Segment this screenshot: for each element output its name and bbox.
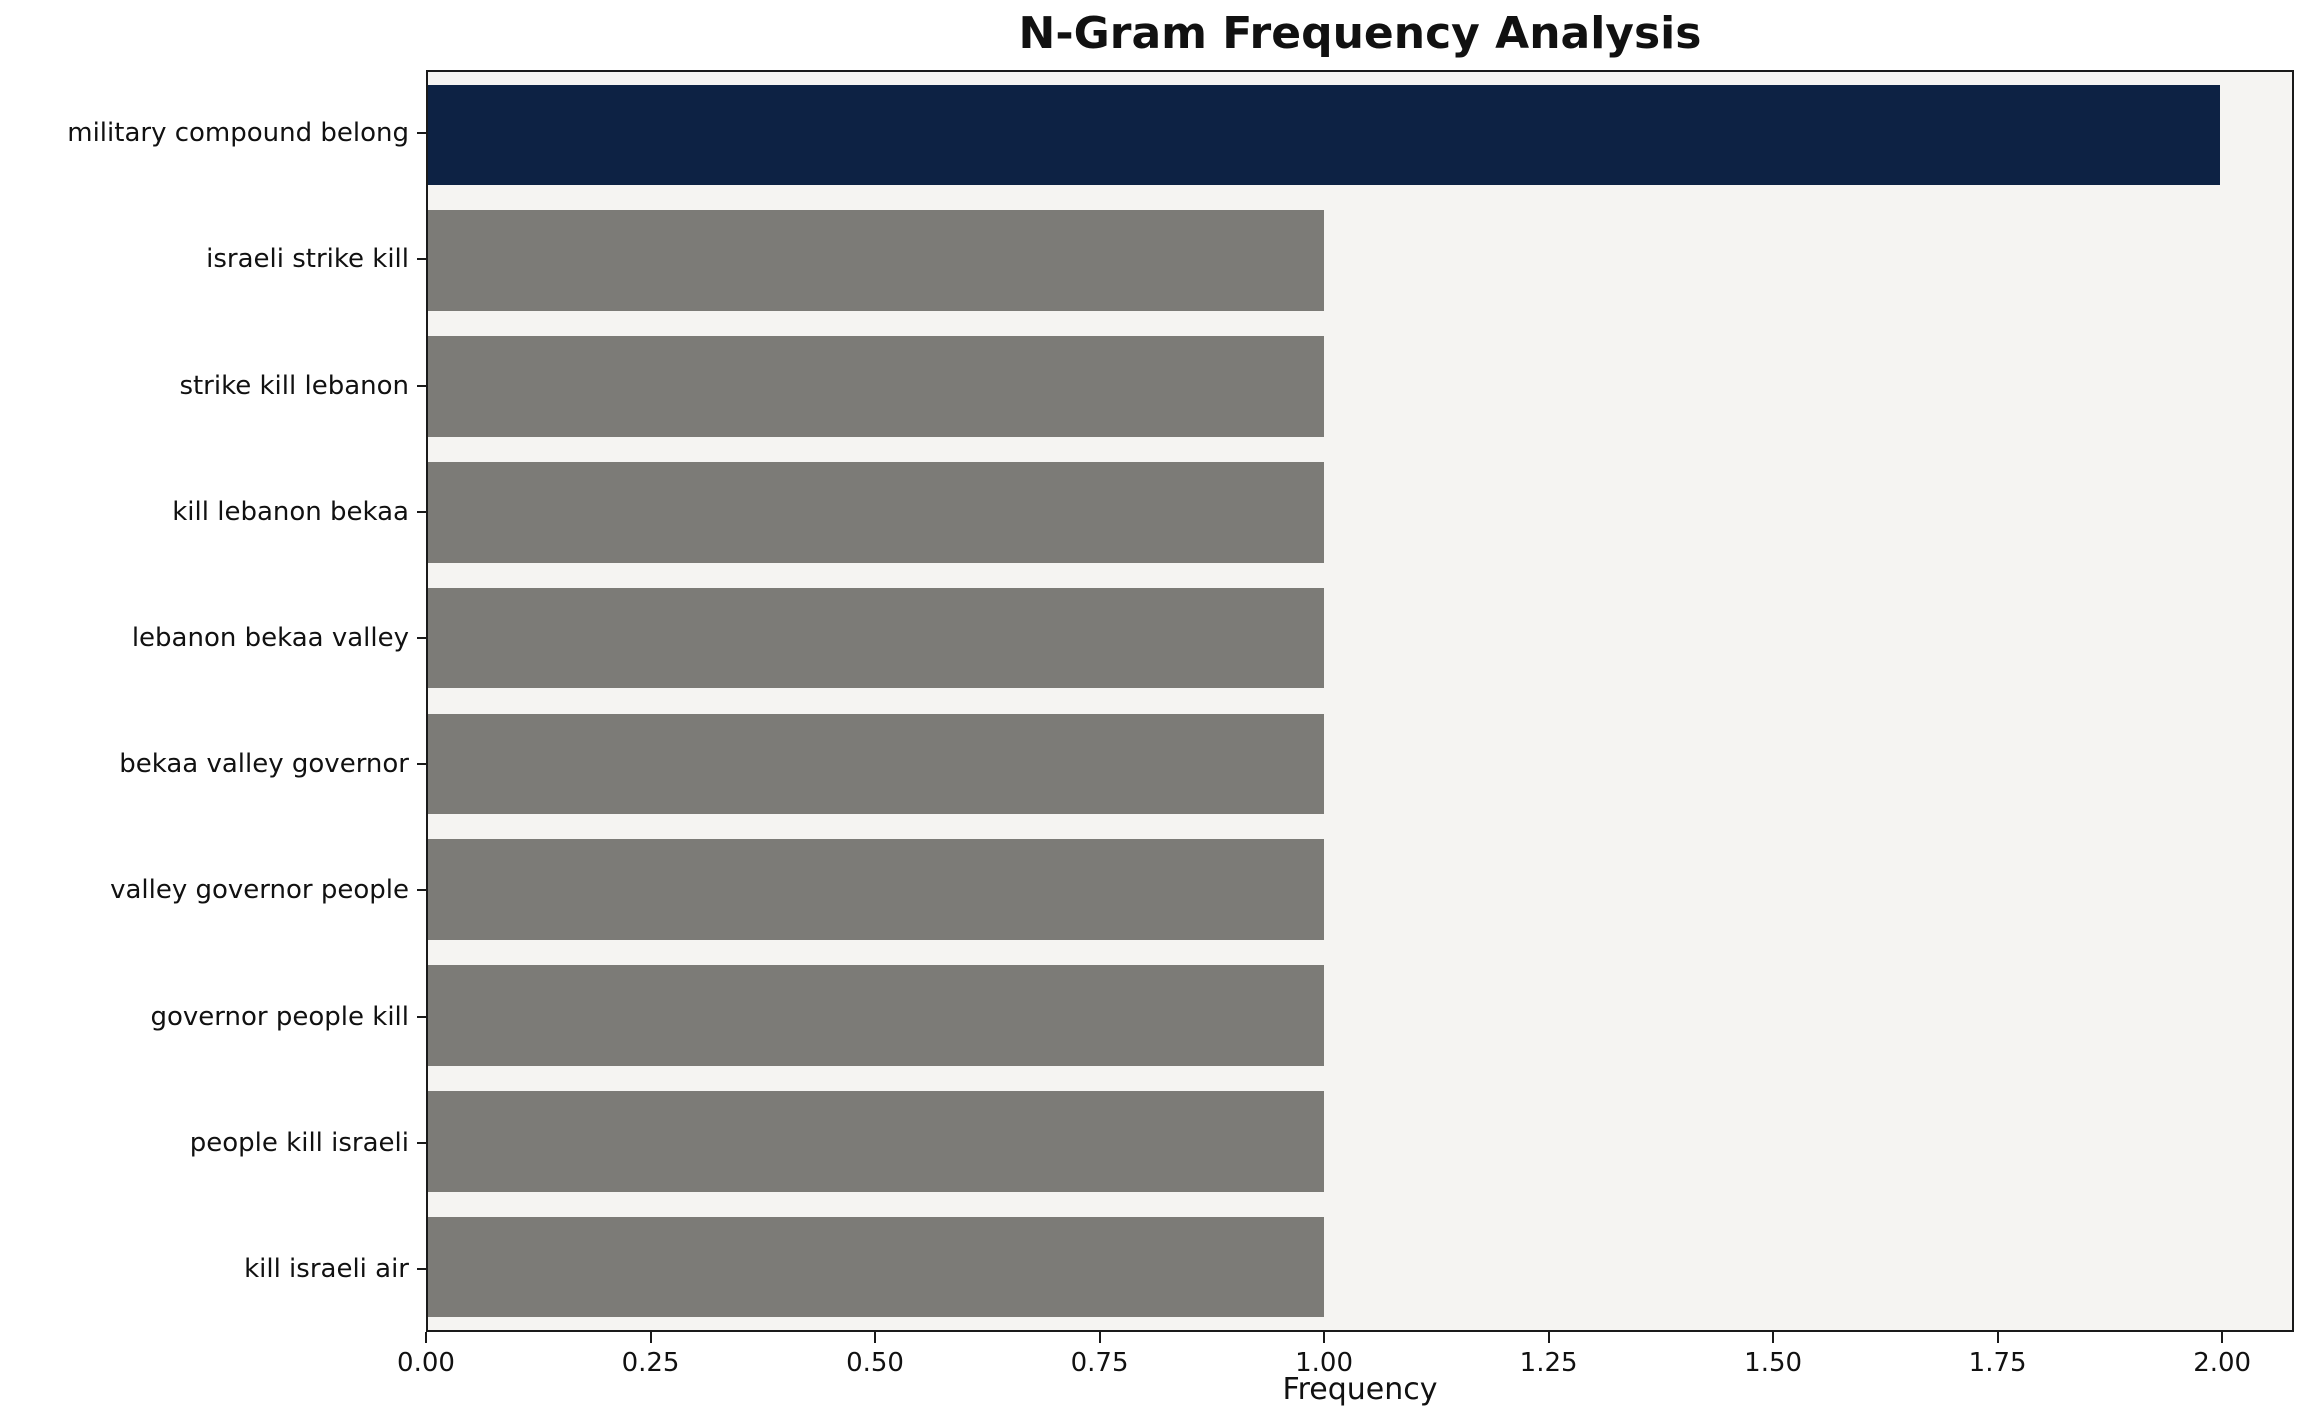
y-tick-mark bbox=[417, 636, 426, 639]
y-tick-mark bbox=[417, 132, 426, 135]
y-label-row: bekaa valley governor bbox=[0, 701, 426, 827]
bar-row bbox=[428, 449, 2292, 575]
bar bbox=[428, 210, 1325, 311]
y-tick-mark bbox=[417, 1141, 426, 1144]
bar bbox=[428, 965, 1325, 1066]
y-tick-mark bbox=[417, 1267, 426, 1270]
category-label: bekaa valley governor bbox=[119, 749, 409, 780]
bar-row bbox=[428, 827, 2292, 953]
x-tick-mark bbox=[1323, 1332, 1326, 1343]
bar-row bbox=[428, 953, 2292, 1079]
category-label: kill lebanon bekaa bbox=[172, 496, 409, 527]
x-tick-label: 0.75 bbox=[1070, 1348, 1129, 1378]
x-tick-label: 0.50 bbox=[846, 1348, 904, 1378]
x-tick-label: 1.25 bbox=[1519, 1348, 1578, 1378]
x-tick-label: 2.00 bbox=[2193, 1348, 2252, 1378]
bar bbox=[428, 839, 1325, 940]
y-label-row: kill israeli air bbox=[0, 1206, 426, 1332]
y-label-row: kill lebanon bekaa bbox=[0, 449, 426, 575]
bar-row bbox=[428, 324, 2292, 450]
x-axis-label: Frequency bbox=[1282, 1372, 1438, 1407]
x-tick-label: 0.25 bbox=[621, 1348, 680, 1378]
bar bbox=[428, 587, 1325, 689]
bar-row bbox=[428, 1078, 2292, 1204]
y-label-row: military compound belong bbox=[0, 70, 426, 196]
category-label: military compound belong bbox=[67, 118, 409, 149]
bar bbox=[428, 1216, 1325, 1318]
y-label-row: governor people kill bbox=[0, 953, 426, 1079]
bar bbox=[428, 1090, 1325, 1192]
bar bbox=[428, 336, 1325, 437]
category-label: strike kill lebanon bbox=[179, 370, 409, 401]
y-tick-mark bbox=[417, 384, 426, 387]
y-label-row: people kill israeli bbox=[0, 1080, 426, 1206]
y-label-row: strike kill lebanon bbox=[0, 322, 426, 448]
bar-row bbox=[428, 198, 2292, 324]
bar bbox=[428, 461, 1325, 563]
y-tick-mark bbox=[417, 510, 426, 513]
x-axis-ticks: 0.00 0.25 0.50 0.75 1.00 1.25 1.50 1.75 2.00 bbox=[397, 1332, 2294, 1390]
x-tick-mark bbox=[1098, 1332, 1101, 1343]
x-tick-mark bbox=[874, 1332, 877, 1343]
plot-area bbox=[426, 70, 2294, 1332]
category-label: people kill israeli bbox=[189, 1127, 409, 1158]
x-tick-mark bbox=[1996, 1332, 1999, 1343]
bar bbox=[428, 713, 1325, 815]
y-tick-mark bbox=[417, 763, 426, 766]
bar-row bbox=[428, 1204, 2292, 1330]
category-label: israeli strike kill bbox=[206, 244, 409, 275]
x-tick-mark bbox=[2221, 1332, 2224, 1343]
chart-title: N-Gram Frequency Analysis bbox=[1018, 8, 1702, 59]
y-label-row: lebanon bekaa valley bbox=[0, 575, 426, 701]
y-tick-mark bbox=[417, 1015, 426, 1018]
y-tick-mark bbox=[417, 258, 426, 261]
bar-row bbox=[428, 72, 2292, 198]
x-tick-mark bbox=[1547, 1332, 1550, 1343]
category-label: governor people kill bbox=[150, 1001, 410, 1032]
category-label: kill israeli air bbox=[244, 1253, 409, 1284]
y-axis-labels: military compound belong israeli strike k… bbox=[0, 70, 426, 1332]
bar bbox=[428, 84, 2221, 186]
x-tick-mark bbox=[649, 1332, 652, 1343]
bar-row bbox=[428, 701, 2292, 827]
category-label: valley governor people bbox=[110, 875, 409, 906]
y-label-row: valley governor people bbox=[0, 827, 426, 953]
x-tick-label: 1.50 bbox=[1744, 1348, 1803, 1378]
x-tick-label: 1.75 bbox=[1968, 1348, 2027, 1378]
x-tick-label: 1.00 bbox=[1295, 1348, 1354, 1378]
bars-container bbox=[428, 72, 2292, 1330]
x-tick-label: 0.00 bbox=[397, 1348, 455, 1378]
y-tick-mark bbox=[417, 889, 426, 892]
x-tick-mark bbox=[1772, 1332, 1775, 1343]
category-label: lebanon bekaa valley bbox=[131, 622, 409, 653]
y-label-row: israeli strike kill bbox=[0, 196, 426, 322]
x-tick-mark bbox=[425, 1332, 427, 1343]
bar-row bbox=[428, 575, 2292, 701]
